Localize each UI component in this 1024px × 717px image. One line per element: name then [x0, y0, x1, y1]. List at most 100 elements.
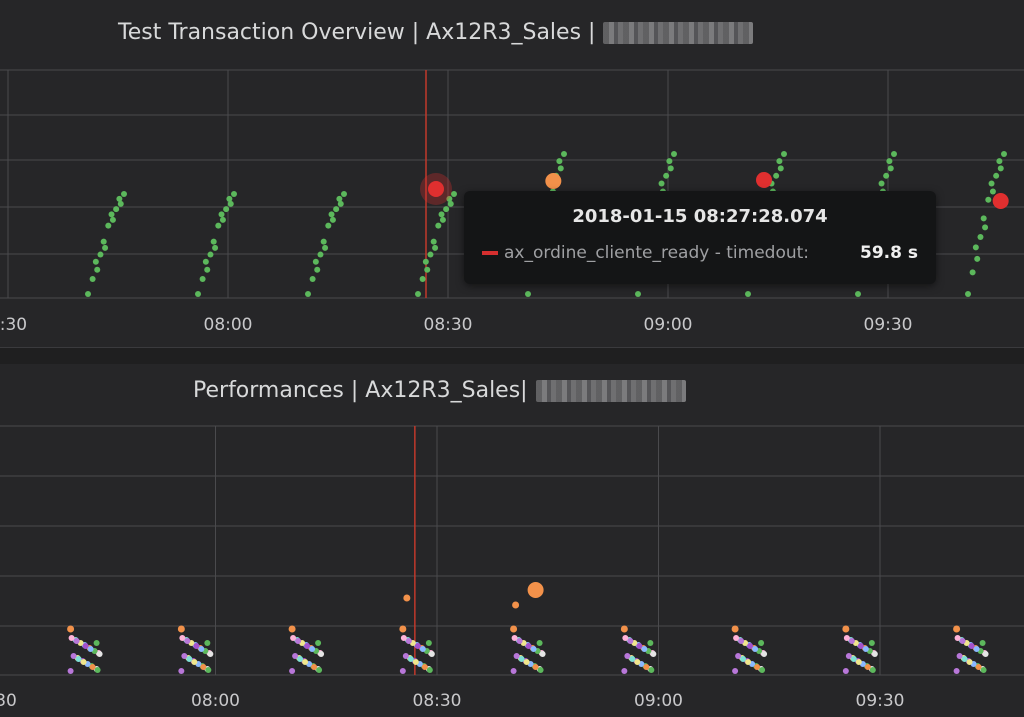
- perf-point: [311, 664, 318, 670]
- perf-point: [636, 643, 643, 649]
- ok-point: [333, 206, 340, 213]
- perf-point: [842, 668, 849, 674]
- ok-point: [1001, 151, 1007, 157]
- perf-point: [732, 668, 739, 674]
- tooltip-series-row: ax_ordine_cliente_ready - timedout: 59.8…: [482, 243, 918, 263]
- panel-title-bar[interactable]: Performances | Ax12R3_Sales|: [0, 364, 1024, 430]
- perf-point: [648, 667, 655, 673]
- perf-point: [419, 646, 426, 652]
- perf-point: [399, 668, 406, 674]
- perf-point: [87, 646, 94, 652]
- perf-point: [869, 667, 876, 673]
- performances-chart[interactable]: 30 08:00 08:30 09:00 09:30: [0, 364, 1024, 717]
- ok-point: [776, 158, 783, 165]
- ok-point: [336, 195, 343, 202]
- ok-point: [671, 151, 677, 157]
- ok-point: [969, 269, 976, 276]
- ok-point: [666, 158, 673, 165]
- ok-point: [116, 195, 123, 202]
- ok-point: [561, 151, 567, 157]
- ok-point: [105, 222, 112, 229]
- ok-point: [980, 215, 987, 222]
- perf-point: [200, 664, 207, 670]
- timedout-point: [756, 172, 772, 188]
- perf-point: [643, 664, 650, 670]
- ok-point: [432, 244, 439, 251]
- ok-point: [337, 200, 344, 207]
- perf-point: [979, 640, 986, 646]
- ok-point: [556, 158, 563, 165]
- ok-point: [663, 172, 670, 179]
- perf-outlier-point: [399, 625, 407, 633]
- perf-point: [973, 646, 980, 652]
- perf-point: [740, 656, 747, 662]
- ok-point: [974, 255, 981, 262]
- x-tick-label: 08:00: [204, 315, 253, 335]
- ok-point: [309, 276, 316, 283]
- perf-point: [868, 640, 875, 646]
- perf-point: [295, 638, 302, 644]
- perf-point: [510, 668, 517, 674]
- perf-point: [318, 651, 325, 657]
- ok-point: [341, 191, 347, 197]
- perf-point: [634, 659, 641, 665]
- ok-point: [92, 258, 99, 265]
- ok-point: [199, 276, 206, 283]
- perf-point: [857, 643, 864, 649]
- ok-point: [212, 244, 219, 251]
- perf-point: [629, 656, 636, 662]
- ok-point: [210, 238, 217, 245]
- ok-point: [446, 195, 453, 202]
- ok-point: [218, 211, 225, 218]
- perf-outlier-point: [512, 601, 520, 609]
- transaction-overview-chart[interactable]: 7:30 08:00 08:30 09:00 09:30: [0, 0, 1024, 347]
- ok-point: [887, 165, 894, 172]
- ok-point: [89, 276, 96, 283]
- ok-point: [965, 291, 971, 297]
- ok-point: [883, 172, 890, 179]
- perf-point: [70, 653, 77, 659]
- perf-point: [425, 640, 432, 646]
- ok-point: [443, 206, 450, 213]
- ok-point: [982, 224, 989, 231]
- perf-outlier-point: [731, 625, 739, 633]
- ok-point: [322, 244, 329, 251]
- perf-point: [954, 635, 961, 641]
- ok-point: [435, 222, 442, 229]
- redacted-hostname: [603, 21, 754, 44]
- perf-outlier-point: [620, 625, 628, 633]
- perf-point: [848, 638, 855, 644]
- perf-point: [956, 653, 963, 659]
- perf-outlier-point: [288, 625, 296, 633]
- perf-point: [304, 643, 311, 649]
- panel-title-text: Performances | Ax12R3_Sales|: [193, 378, 528, 403]
- perf-point: [530, 646, 537, 652]
- perf-point: [968, 643, 975, 649]
- ok-point: [855, 291, 861, 297]
- perf-point: [89, 664, 96, 670]
- perf-point: [980, 667, 987, 673]
- ok-point: [972, 244, 979, 251]
- perf-highlight-point: [527, 582, 544, 598]
- perf-point: [179, 635, 186, 641]
- perf-point: [414, 643, 421, 649]
- ok-point: [305, 291, 311, 297]
- ok-point: [223, 206, 230, 213]
- ok-point: [202, 258, 209, 265]
- ok-point: [667, 165, 674, 172]
- perf-point: [316, 667, 323, 673]
- perf-point: [75, 656, 82, 662]
- perf-point: [184, 638, 191, 644]
- panel-title: Performances | Ax12R3_Sales|: [193, 378, 686, 403]
- perf-point: [315, 640, 322, 646]
- x-tick-label: 08:00: [191, 691, 240, 711]
- ok-point: [314, 266, 321, 273]
- x-tick-label: 08:30: [413, 691, 462, 711]
- ok-point: [997, 165, 1004, 172]
- panel-title: Test Transaction Overview | Ax12R3_Sales…: [118, 20, 754, 45]
- panel-title-bar[interactable]: Test Transaction Overview | Ax12R3_Sales…: [0, 0, 1024, 66]
- perf-point: [205, 667, 212, 673]
- tooltip-time: 2018-01-15 08:27:28.074: [572, 206, 828, 227]
- perf-point: [537, 667, 544, 673]
- ok-point: [415, 291, 421, 297]
